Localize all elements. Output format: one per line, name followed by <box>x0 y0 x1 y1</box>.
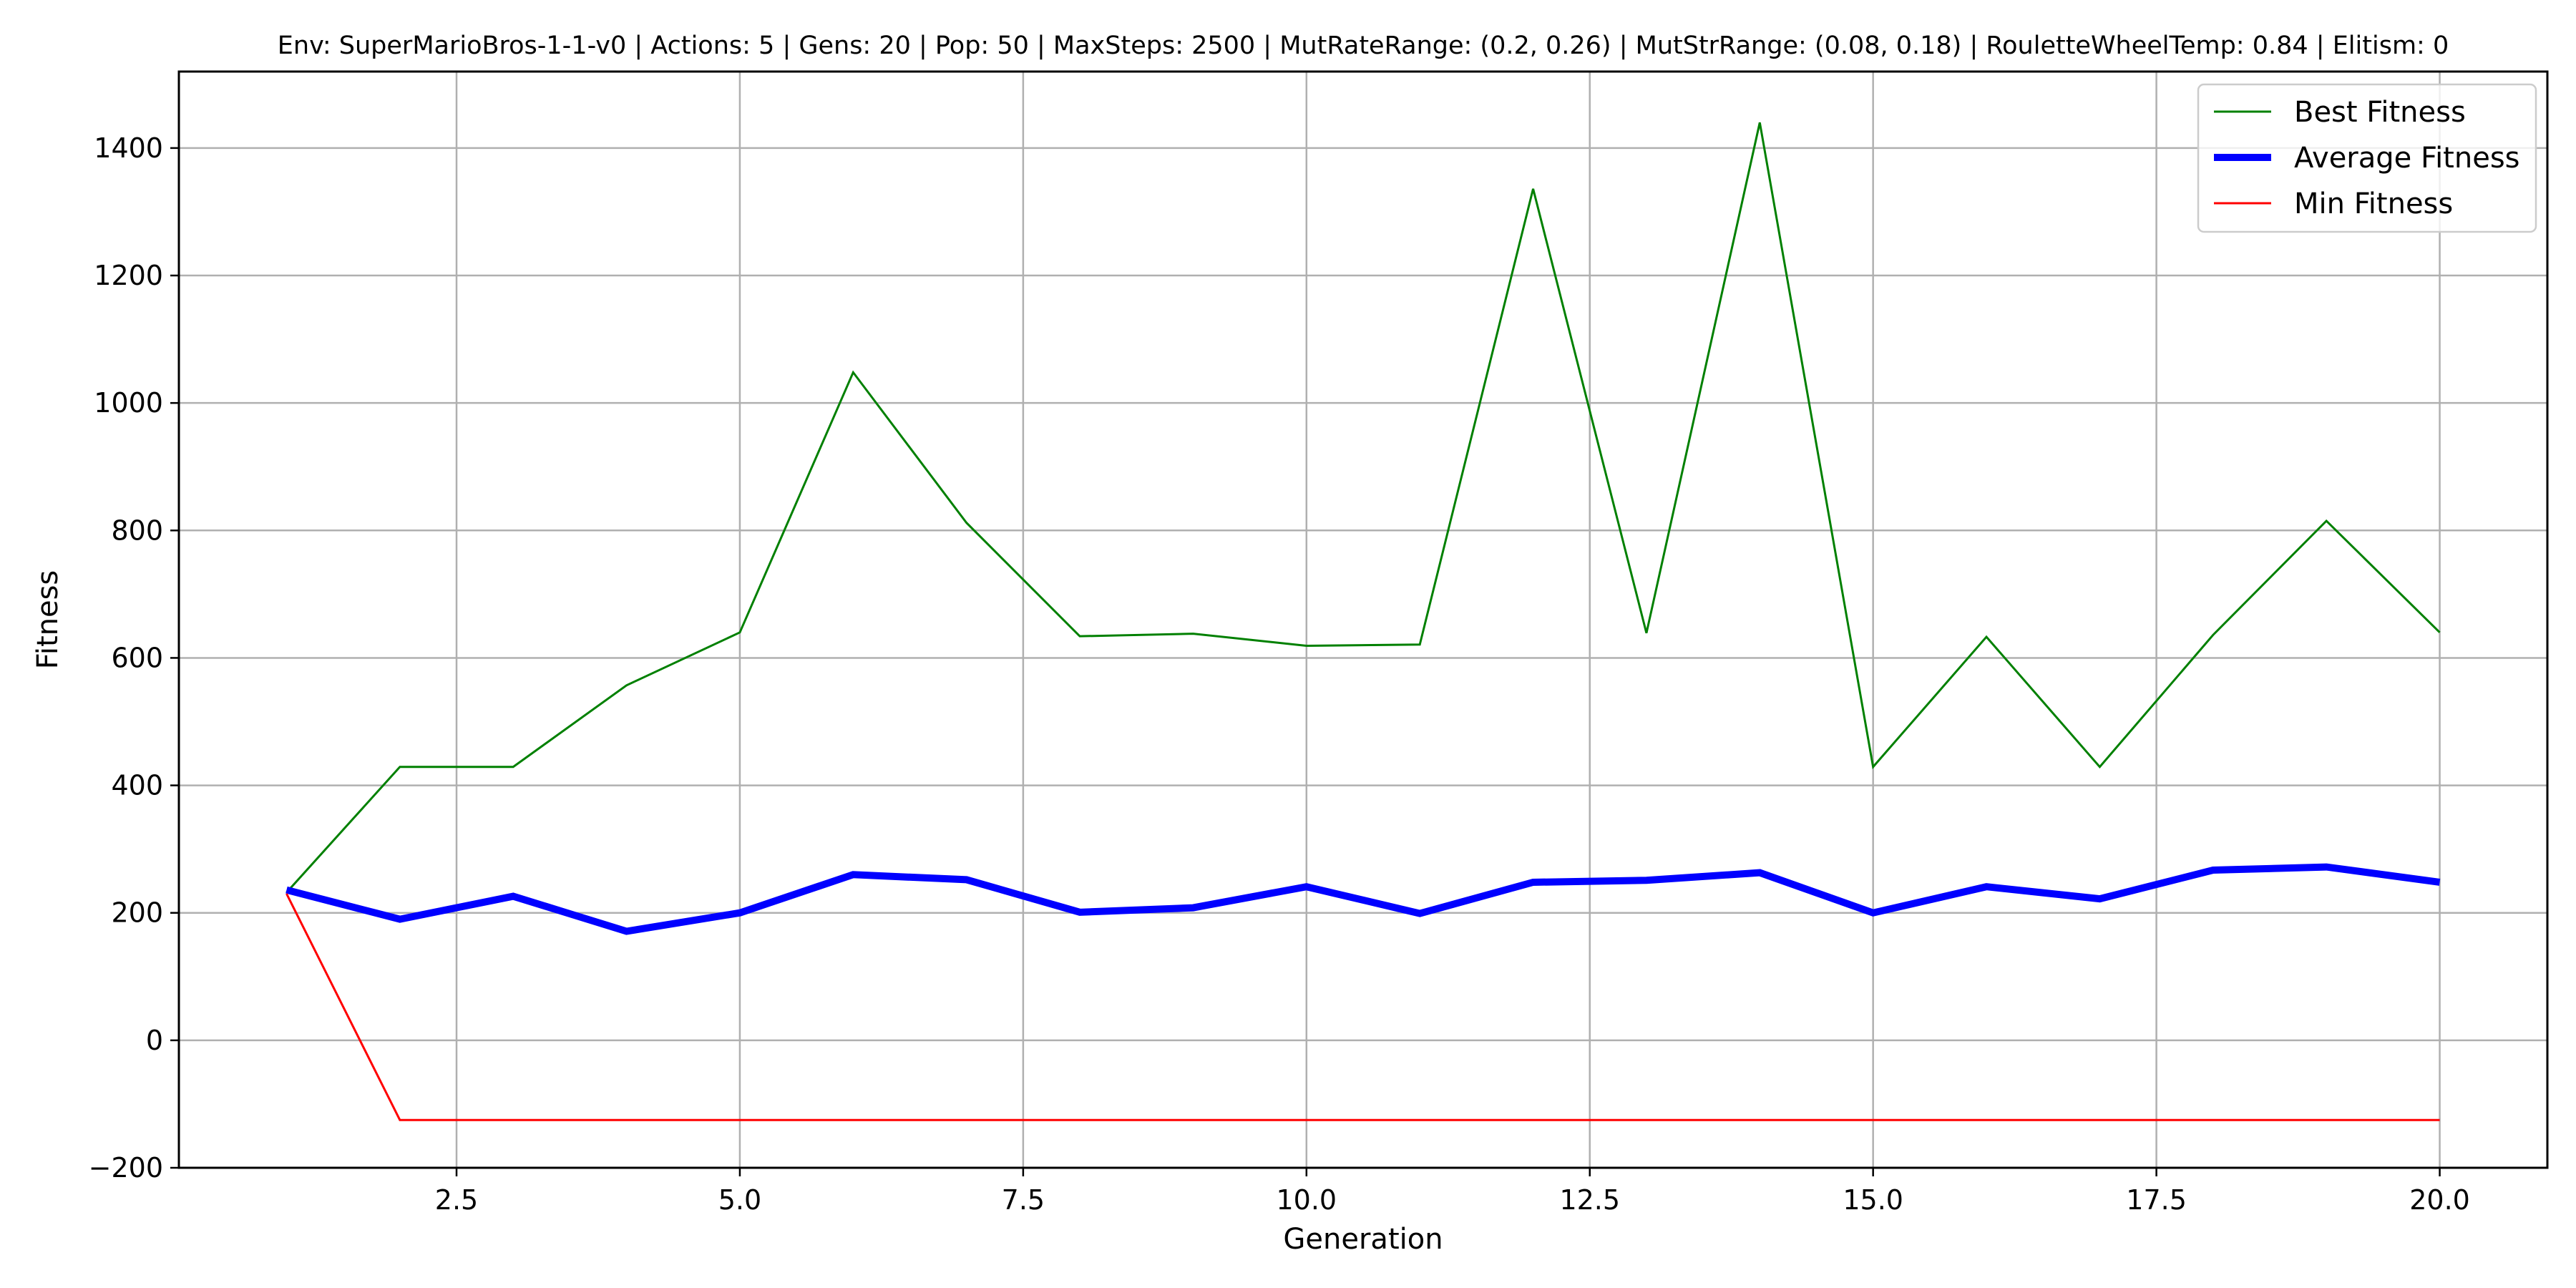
min-fitness-line <box>286 893 2440 1121</box>
best-fitness-line <box>286 122 2441 894</box>
y-tick-label: 1200 <box>94 260 163 291</box>
y-tick-label: 200 <box>111 897 163 929</box>
tick-marks: 2.5 5.0 7.5 10.0 12.5 15.0 17.5 20.0 −200 0 200 400… <box>89 132 2470 1216</box>
x-tick-label: 5.0 <box>718 1184 761 1216</box>
legend-label-average-fitness: Average Fitness <box>2294 142 2520 175</box>
x-tick-label: 20.0 <box>2409 1184 2470 1216</box>
y-axis-label: Fitness <box>31 570 64 670</box>
legend-box <box>2197 83 2537 233</box>
x-tick-label: 2.5 <box>435 1184 478 1216</box>
legend-label-best-fitness: Best Fitness <box>2294 96 2466 129</box>
grid <box>179 72 2547 1169</box>
x-tick-label: 17.5 <box>2126 1184 2187 1216</box>
y-tick-label: 1400 <box>94 132 163 164</box>
y-tick-label: 1000 <box>94 387 163 419</box>
y-tick-label: 600 <box>111 642 163 673</box>
x-tick-label: 7.5 <box>1002 1184 1045 1216</box>
axes-frame <box>177 70 2549 1169</box>
y-tick-label: 0 <box>146 1025 163 1056</box>
chart-title: Env: SuperMarioBros-1-1-v0 | Actions: 5 … <box>278 31 2449 60</box>
x-tick-label: 10.0 <box>1277 1184 1337 1216</box>
x-axis-label: Generation <box>1283 1223 1443 1256</box>
y-tick-label: 800 <box>111 514 163 546</box>
average-fitness-line <box>286 863 2441 935</box>
plot-lines <box>286 122 2441 1121</box>
x-tick-label: 15.0 <box>1843 1184 1903 1216</box>
x-tick-label: 12.5 <box>1559 1184 1620 1216</box>
legend-label-min-fitness: Min Fitness <box>2294 187 2453 220</box>
y-tick-label: 400 <box>111 770 163 801</box>
y-tick-label: −200 <box>89 1152 163 1184</box>
legend: Best Fitness Average Fitness Min Fitness <box>2197 83 2537 233</box>
